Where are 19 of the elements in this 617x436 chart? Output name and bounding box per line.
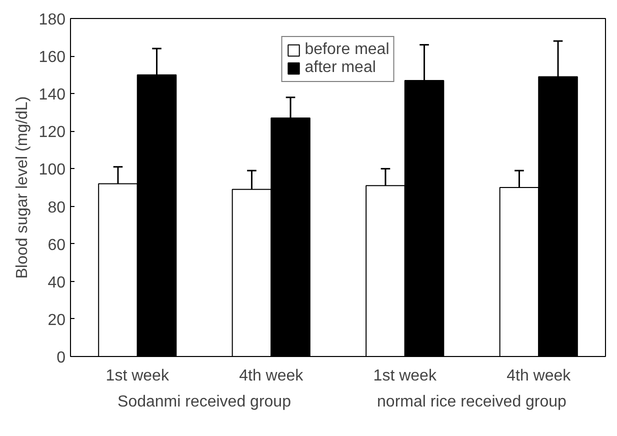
y-tick-label: 80 — [48, 199, 66, 216]
y-tick-label: 100 — [38, 162, 66, 179]
y-tick-label: 0 — [56, 350, 66, 366]
y-tick-label: 40 — [48, 274, 66, 292]
x-tick-label: 1st week — [106, 368, 170, 384]
legend-label: after meal — [304, 59, 376, 77]
y-axis-title: Blood sugar level (mg/dL) — [14, 96, 31, 279]
y-tick-label: 140 — [38, 86, 66, 104]
y-tick-label: 180 — [38, 12, 66, 28]
text: Sodanmi received group — [118, 394, 292, 410]
y-tick-label: 60 — [48, 236, 66, 254]
y-tick-label: 20 — [48, 312, 66, 329]
x-tick-label: 4th week — [506, 368, 572, 384]
y-tick-label: 120 — [38, 124, 66, 142]
legend-label: before meal — [304, 41, 390, 59]
x-tick-label: 1st week — [373, 368, 438, 384]
y-tick-label: 160 — [38, 49, 66, 66]
text: normal rice received group — [377, 394, 567, 410]
x-tick-label: 4th week — [239, 368, 304, 384]
